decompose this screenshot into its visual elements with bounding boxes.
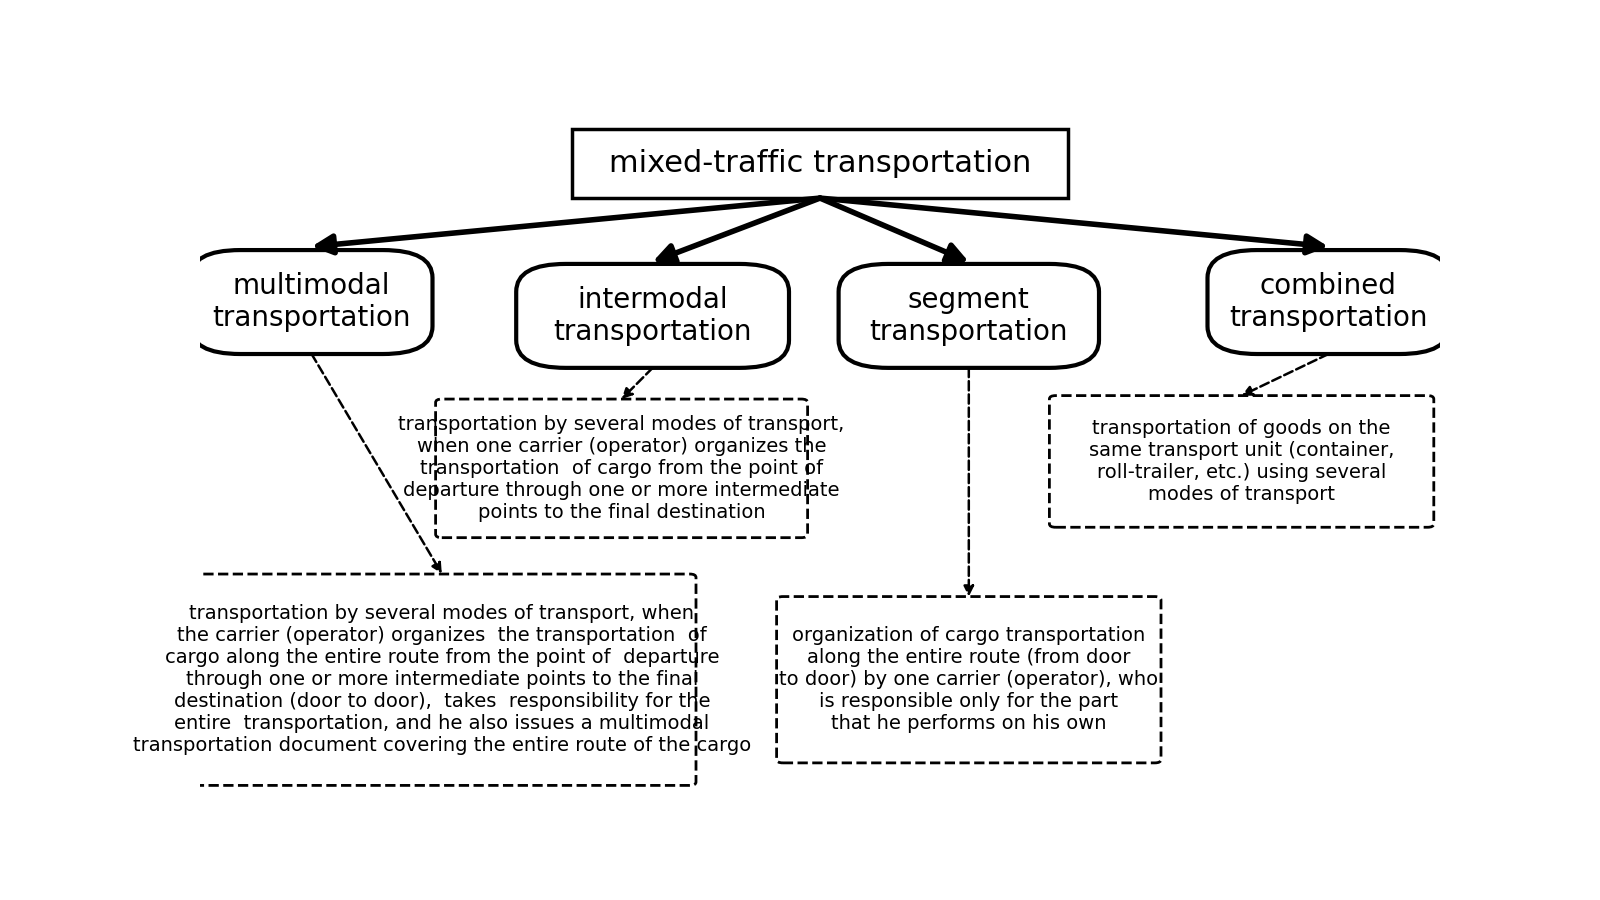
Text: segment
transportation: segment transportation [869, 285, 1069, 346]
Text: multimodal
transportation: multimodal transportation [213, 272, 411, 332]
FancyBboxPatch shape [776, 597, 1162, 763]
FancyBboxPatch shape [435, 399, 808, 537]
FancyBboxPatch shape [190, 250, 432, 354]
FancyBboxPatch shape [187, 574, 696, 786]
FancyBboxPatch shape [1050, 396, 1434, 527]
FancyBboxPatch shape [838, 264, 1099, 368]
Text: transportation of goods on the
same transport unit (container,
roll-trailer, etc: transportation of goods on the same tran… [1090, 418, 1394, 504]
Text: mixed-traffic transportation: mixed-traffic transportation [610, 148, 1030, 178]
Text: organization of cargo transportation
along the entire route (from door
to door) : organization of cargo transportation alo… [779, 626, 1158, 734]
Text: intermodal
transportation: intermodal transportation [554, 285, 752, 346]
FancyBboxPatch shape [1208, 250, 1450, 354]
FancyBboxPatch shape [517, 264, 789, 368]
Text: transportation by several modes of transport, when
the carrier (operator) organi: transportation by several modes of trans… [133, 604, 750, 755]
Bar [573, 129, 1069, 198]
Text: transportation by several modes of transport,
when one carrier (operator) organi: transportation by several modes of trans… [398, 415, 845, 522]
Text: combined
transportation: combined transportation [1229, 272, 1427, 332]
